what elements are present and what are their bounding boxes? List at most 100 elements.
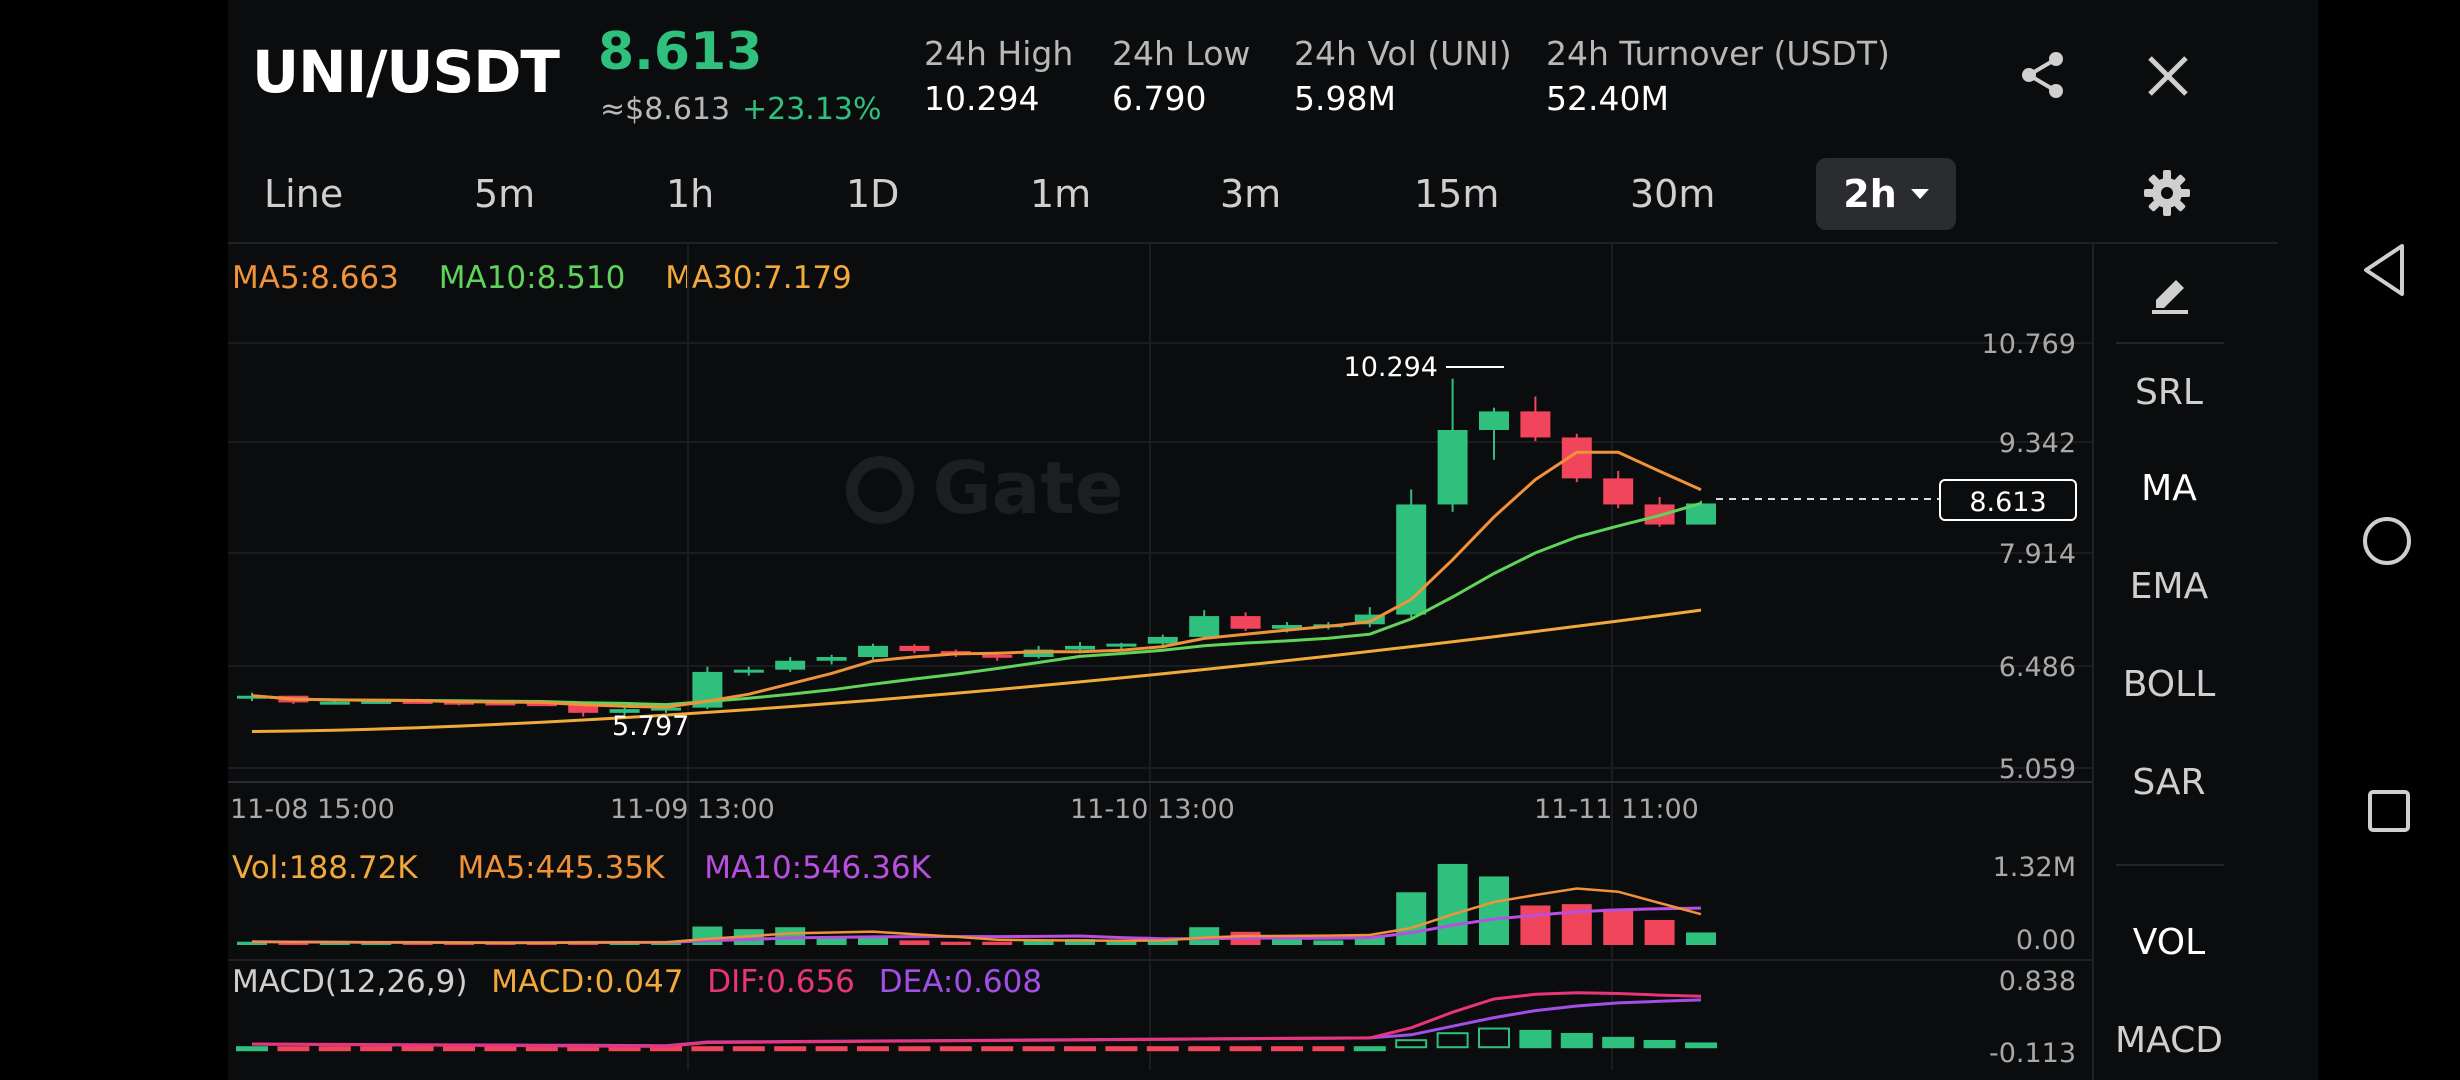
dea-line xyxy=(251,998,1702,1048)
volume-bar xyxy=(1437,863,1468,945)
stat-label: 24h High xyxy=(924,34,1074,73)
macd-tick: 0.838 xyxy=(1999,966,2076,997)
last-price: 8.613 xyxy=(598,22,763,82)
volume-bar xyxy=(1479,876,1509,945)
macd-bar xyxy=(318,1046,351,1052)
candle xyxy=(899,645,930,652)
macd-bar xyxy=(732,1046,765,1052)
macd-bar xyxy=(774,1046,807,1052)
close-icon[interactable] xyxy=(2146,54,2190,98)
macd-title: MACD(12,26,9) xyxy=(232,964,468,1000)
candle xyxy=(1437,430,1468,505)
macd-bar xyxy=(1271,1046,1303,1052)
candle xyxy=(1603,478,1634,505)
low-label: 5.797 xyxy=(612,711,689,742)
macd-value: MACD:0.047 xyxy=(491,964,684,1000)
macd-bar xyxy=(981,1046,1014,1052)
stat-value: 10.294 xyxy=(924,79,1040,118)
volume-tick: 1.32M xyxy=(1993,852,2076,883)
candle xyxy=(361,700,392,704)
price-change: +23.13% xyxy=(742,92,882,127)
tool-macd[interactable]: MACD xyxy=(2115,1020,2223,1061)
macd-bar xyxy=(691,1046,724,1052)
interval-3m[interactable]: 3m xyxy=(1220,172,1282,216)
price-tick: 7.914 xyxy=(1999,539,2076,570)
tool-vol[interactable]: VOL xyxy=(2132,922,2206,963)
interval-15m[interactable]: 15m xyxy=(1414,172,1500,216)
pair-name: UNI/USDT xyxy=(252,38,560,106)
share-icon[interactable] xyxy=(2018,50,2068,100)
macd-bar xyxy=(1064,1046,1096,1052)
gear-icon[interactable] xyxy=(2142,168,2192,218)
macd-bar xyxy=(1685,1042,1717,1049)
time-label: 11-09 13:00 xyxy=(610,794,775,825)
volume-bar xyxy=(775,927,806,945)
candle xyxy=(485,702,516,706)
candle xyxy=(568,703,599,713)
volume-ma-lines xyxy=(251,887,1702,945)
candle xyxy=(1189,616,1220,637)
interval-30m[interactable]: 30m xyxy=(1630,172,1716,216)
volume-bars xyxy=(237,863,1716,946)
recents-icon[interactable] xyxy=(2366,788,2412,834)
volume-bar xyxy=(1106,941,1137,945)
vol-ma10-value: MA10:546.36K xyxy=(704,850,931,886)
volume-bar xyxy=(319,942,350,945)
pencil-icon[interactable] xyxy=(2148,270,2192,314)
volume-bar xyxy=(278,942,309,945)
stat-24h-turnover: 24h Turnover (USDT) 52.40M xyxy=(1546,34,1890,118)
stat-label: 24h Vol (UNI) xyxy=(1294,34,1512,73)
interval-2h-dropdown[interactable]: 2h xyxy=(1816,158,1956,230)
ma30-line xyxy=(251,608,1702,733)
macd-bar xyxy=(815,1046,848,1052)
vol-value: Vol:188.72K xyxy=(232,850,418,886)
price-tick: 9.342 xyxy=(1999,428,2076,459)
macd-legend: MACD(12,26,9) MACD:0.047 DIF:0.656 DEA:0… xyxy=(232,964,1042,1000)
tool-ema[interactable]: EMA xyxy=(2129,566,2209,607)
stat-24h-vol: 24h Vol (UNI) 5.98M xyxy=(1294,34,1512,118)
chart-grid xyxy=(228,244,2092,1070)
macd-bar xyxy=(1519,1029,1552,1049)
tool-sar[interactable]: SAR xyxy=(2132,762,2206,803)
stat-value: 52.40M xyxy=(1546,79,1669,118)
volume-bar xyxy=(940,941,971,945)
macd-bar xyxy=(1188,1046,1221,1052)
candle xyxy=(402,700,433,704)
volume-bar xyxy=(361,943,392,946)
interval-1m[interactable]: 1m xyxy=(1030,172,1092,216)
ma30-value: MA30:7.179 xyxy=(665,260,852,296)
macd-bar xyxy=(360,1046,393,1052)
macd-bar xyxy=(1560,1032,1593,1049)
interval-5m[interactable]: 5m xyxy=(474,172,536,216)
macd-bar xyxy=(1229,1046,1262,1052)
dif-value: DIF:0.656 xyxy=(707,964,855,1000)
indicator-panel: SRL MA EMA BOLL SAR VOL MACD xyxy=(2092,244,2244,1080)
macd-bar xyxy=(939,1046,972,1052)
candle xyxy=(1065,645,1095,650)
price-chart[interactable]: Gate 10.769 9.342 7.914 6.486 5.059 11-0… xyxy=(228,0,2092,1080)
tool-ma[interactable]: MA xyxy=(2141,468,2197,509)
interval-line[interactable]: Line xyxy=(264,172,344,216)
tool-boll[interactable]: BOLL xyxy=(2122,664,2216,705)
macd-tick: -0.113 xyxy=(1989,1038,2076,1069)
macd-bar xyxy=(1602,1036,1635,1049)
candle xyxy=(526,703,557,707)
home-icon[interactable] xyxy=(2360,514,2414,568)
macd-bar xyxy=(857,1046,889,1052)
interval-1d[interactable]: 1D xyxy=(846,172,900,216)
macd-bar xyxy=(236,1046,268,1052)
divider xyxy=(2116,342,2224,344)
volume-ma5-line xyxy=(251,887,1702,945)
volume-bar xyxy=(899,940,930,945)
ma5-line xyxy=(251,450,1702,709)
back-icon[interactable] xyxy=(2360,242,2410,298)
interval-1h[interactable]: 1h xyxy=(666,172,715,216)
current-price-box xyxy=(1939,479,2077,521)
time-label: 11-11 11:00 xyxy=(1534,794,1699,825)
candle xyxy=(237,695,267,699)
volume-bar xyxy=(1147,940,1178,945)
divider xyxy=(2116,864,2224,866)
volume-bar xyxy=(1313,940,1344,945)
tool-srl[interactable]: SRL xyxy=(2135,372,2203,413)
candle xyxy=(319,701,350,705)
